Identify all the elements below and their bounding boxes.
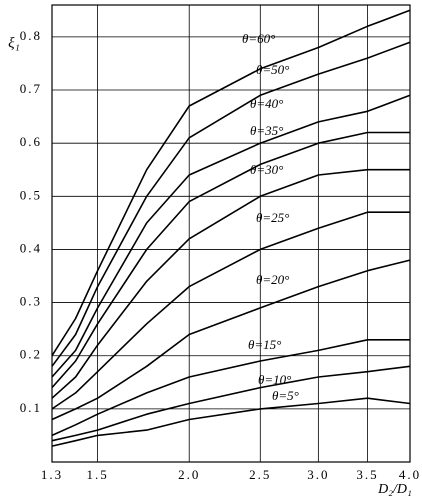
y-tick-label: 0.8 [20, 28, 42, 43]
curve [51, 211, 410, 410]
curve-label: θ=10° [258, 372, 291, 387]
y-tick-label: 0.2 [20, 347, 42, 362]
x-tick-label: 1.5 [86, 467, 108, 482]
curve [51, 339, 410, 437]
x-tick-label: 2.5 [249, 467, 271, 482]
curve [51, 168, 410, 399]
curve [51, 131, 410, 389]
x-tick-label: 4.0 [399, 467, 421, 482]
curve [51, 41, 411, 367]
curve-label: θ=5° [272, 388, 299, 403]
y-tick-label: 0.6 [20, 134, 42, 149]
y-tick-label: 0.7 [20, 81, 42, 96]
y-tick-label: 0.5 [20, 187, 42, 202]
curve-label: θ=15° [248, 337, 281, 352]
curve-label: θ=35° [250, 123, 283, 138]
y-axis-label: ξ₁ [8, 35, 20, 51]
x-tick-label: 3.5 [356, 467, 378, 482]
curve-label: θ=40° [250, 96, 283, 111]
x-tick-label: 2.0 [178, 467, 200, 482]
curve [51, 397, 411, 447]
curve-label: θ=60° [242, 31, 275, 46]
curve-label: θ=20° [256, 272, 289, 287]
y-tick-label: 0.4 [20, 240, 42, 255]
curve [51, 94, 411, 378]
curve-label: θ=30° [250, 162, 283, 177]
x-tick-label: 1.3 [41, 467, 63, 482]
curve [51, 365, 411, 442]
curve [51, 9, 411, 357]
curve-label: θ=25° [256, 210, 289, 225]
y-tick-label: 0.1 [20, 400, 42, 415]
x-axis-label: D₂/D₁ [377, 482, 412, 497]
y-tick-label: 0.3 [20, 294, 42, 309]
x-tick-label: 3.0 [307, 467, 329, 482]
curve-label: θ=50° [256, 62, 289, 77]
curve [51, 259, 411, 421]
